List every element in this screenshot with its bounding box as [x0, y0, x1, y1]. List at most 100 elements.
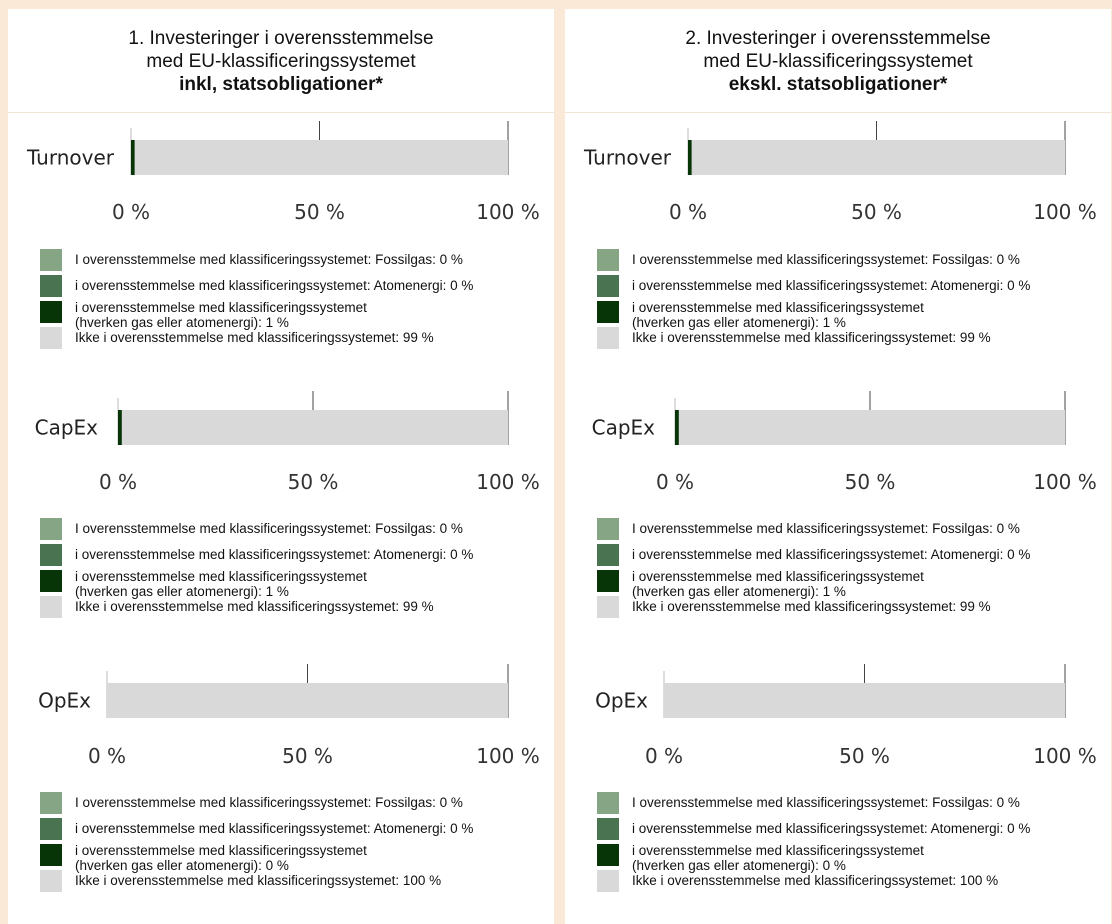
tick-label: 50 %: [294, 200, 345, 224]
legend-label: I overensstemmelse med klassificeringssy…: [632, 795, 1020, 810]
legend-label-line: Ikke i overensstemmelse med klassificeri…: [632, 873, 999, 888]
tick-label: 0 %: [656, 470, 694, 494]
bar-segment-non-aligned: [121, 410, 509, 445]
legend-label-line: Ikke i overensstemmelse med klassificeri…: [632, 599, 991, 614]
legend-swatch: [597, 596, 619, 618]
panel-title-line-1: 1. Investeringer i overensstemmelse: [128, 28, 434, 49]
legend-label-line: I overensstemmelse med klassificeringssy…: [75, 252, 463, 267]
tick-label: 0 %: [99, 470, 137, 494]
bar-chart-capex: CapEx 0 % 50 % 100 %: [592, 391, 1097, 494]
legend-label-line: (hverken gas eller atomenergi): 0 %: [75, 858, 289, 873]
tick-label: 0 %: [669, 200, 707, 224]
legend-swatch: [40, 301, 62, 323]
legend-label: Ikke i overensstemmelse med klassificeri…: [632, 330, 991, 345]
legend-swatch: [40, 518, 62, 540]
legend-label-line: Ikke i overensstemmelse med klassificeri…: [75, 599, 434, 614]
bar-segment-non-aligned: [134, 140, 508, 175]
bar-segment-non-aligned: [107, 683, 508, 718]
tick-label: 0 %: [112, 200, 150, 224]
panel-title-line-3: inkl, statsobligationer*: [179, 74, 383, 95]
tick-label: 100 %: [1033, 744, 1097, 768]
legend-label: i overensstemmelse med klassificeringssy…: [632, 821, 1030, 836]
legend-label: i overensstemmelse med klassificeringssy…: [632, 300, 924, 330]
legend-label-line: (hverken gas eller atomenergi): 1 %: [632, 584, 846, 599]
metric-label: OpEx: [595, 689, 648, 713]
legend-label-line: (hverken gas eller atomenergi): 1 %: [632, 315, 846, 330]
bar-chart-opex: OpEx 0 % 50 % 100 %: [595, 664, 1097, 768]
tick-label: 100 %: [476, 744, 540, 768]
legend-label: i overensstemmelse med klassificeringssy…: [632, 843, 924, 873]
panel-title-line-2: med EU-klassificeringssystemet: [703, 51, 973, 72]
legend-swatch: [40, 818, 62, 840]
tick-label: 100 %: [1033, 470, 1097, 494]
legend-label: i overensstemmelse med klassificeringssy…: [632, 278, 1030, 293]
legend-swatch: [40, 792, 62, 814]
legend-swatch: [597, 249, 619, 271]
legend-swatch: [597, 275, 619, 297]
panel-title-line-3: ekskl. statsobligationer*: [728, 74, 948, 95]
legend-swatch: [597, 870, 619, 892]
legend-label: i overensstemmelse med klassificeringssy…: [75, 278, 473, 293]
metric-label: CapEx: [592, 416, 656, 440]
legend-label-line: i overensstemmelse med klassificeringssy…: [632, 278, 1031, 293]
legend-label: Ikke i overensstemmelse med klassificeri…: [632, 873, 998, 888]
legend-label-line: i overensstemmelse med klassificeringssy…: [75, 569, 367, 584]
bar-segment-non-aligned: [664, 683, 1065, 718]
tick-label: 100 %: [476, 470, 540, 494]
legend-label: I overensstemmelse med klassificeringssy…: [632, 521, 1020, 536]
legend-label: i overensstemmelse med klassificeringssy…: [75, 300, 367, 330]
bar-segment-taxonomy-other: [688, 140, 692, 175]
legend-swatch: [40, 870, 62, 892]
legend-label: I overensstemmelse med klassificeringssy…: [75, 252, 463, 267]
legend-label-line: I overensstemmelse med klassificeringssy…: [75, 795, 463, 810]
legend-label: Ikke i overensstemmelse med klassificeri…: [75, 599, 434, 614]
bar-chart-opex: OpEx 0 % 50 % 100 %: [38, 664, 540, 768]
legend-swatch: [40, 275, 62, 297]
legend-label: Ikke i overensstemmelse med klassificeri…: [75, 873, 441, 888]
tick-label: 50 %: [282, 744, 333, 768]
legend-label-line: i overensstemmelse med klassificeringssy…: [632, 821, 1031, 836]
panel-title: 2. Investeringer i overensstemmelse med …: [565, 9, 1111, 113]
panel-title: 1. Investeringer i overensstemmelse med …: [8, 9, 554, 113]
bar-chart-turnover: Turnover 0 % 50 % 100 %: [26, 121, 540, 224]
legend-label-line: i overensstemmelse med klassificeringssy…: [75, 278, 474, 293]
legend-label: i overensstemmelse med klassificeringssy…: [75, 821, 473, 836]
panel-title-line-2: med EU-klassificeringssystemet: [146, 51, 416, 72]
legend-swatch: [40, 327, 62, 349]
legend-label: i overensstemmelse med klassificeringssy…: [632, 547, 1030, 562]
bar-segment-taxonomy-other: [118, 410, 122, 445]
legend-swatch: [40, 596, 62, 618]
legend-label-line: i overensstemmelse med klassificeringssy…: [632, 569, 924, 584]
legend-swatch: [597, 518, 619, 540]
bar-chart-capex: CapEx 0 % 50 % 100 %: [35, 391, 540, 494]
legend-swatch: [597, 301, 619, 323]
bar-segment-taxonomy-other: [131, 140, 135, 175]
legend-label: i overensstemmelse med klassificeringssy…: [75, 843, 367, 873]
legend-swatch: [597, 570, 619, 592]
metric-label: OpEx: [38, 689, 91, 713]
metric-label: CapEx: [35, 416, 99, 440]
legend-swatch: [597, 544, 619, 566]
legend-label-line: Ikke i overensstemmelse med klassificeri…: [75, 873, 442, 888]
legend-swatch: [597, 792, 619, 814]
tick-label: 100 %: [476, 200, 540, 224]
tick-label: 50 %: [845, 470, 896, 494]
legend-label-line: i overensstemmelse med klassificeringssy…: [75, 821, 474, 836]
bar-segment-taxonomy-other: [675, 410, 679, 445]
bar-segment-non-aligned: [678, 410, 1065, 445]
bar-chart-turnover: Turnover 0 % 50 % 100 %: [583, 121, 1097, 224]
legend-label-line: I overensstemmelse med klassificeringssy…: [632, 795, 1020, 810]
tick-label: 50 %: [839, 744, 890, 768]
legend-label-line: i overensstemmelse med klassificeringssy…: [75, 843, 367, 858]
legend-label-line: i overensstemmelse med klassificeringssy…: [75, 547, 474, 562]
legend-swatch: [40, 544, 62, 566]
legend-label-line: i overensstemmelse med klassificeringssy…: [632, 300, 924, 315]
legend-label: Ikke i overensstemmelse med klassificeri…: [632, 599, 991, 614]
legend-label-line: i overensstemmelse med klassificeringssy…: [632, 843, 924, 858]
legend-label-line: (hverken gas eller atomenergi): 1 %: [75, 584, 289, 599]
metric-label: Turnover: [583, 146, 672, 170]
legend-label: Ikke i overensstemmelse med klassificeri…: [75, 330, 434, 345]
legend-swatch: [40, 570, 62, 592]
metric-label: Turnover: [26, 146, 115, 170]
panel-excluding-government-bonds: 2. Investeringer i overensstemmelse med …: [565, 9, 1111, 924]
